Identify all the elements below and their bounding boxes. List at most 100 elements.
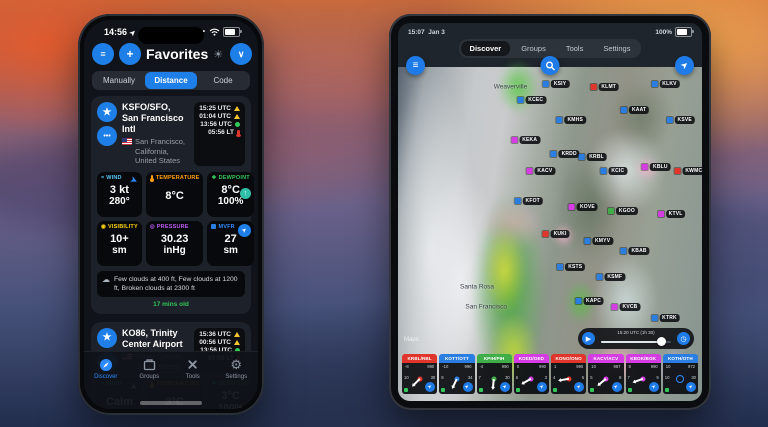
map-marker-KRBL[interactable]: KRBL bbox=[578, 153, 607, 162]
navigate-to-station-button[interactable]: ➤ bbox=[425, 382, 436, 392]
map-marker-KOVE[interactable]: KOVE bbox=[568, 203, 598, 212]
marker-label: KSIY bbox=[550, 79, 570, 88]
navigate-to-station-button[interactable]: ➤ bbox=[574, 382, 585, 392]
marker-label: KTRK bbox=[659, 313, 680, 322]
map-marker-KEKA[interactable]: KEKA bbox=[511, 136, 541, 145]
station-value-r: 30 bbox=[430, 375, 436, 380]
timeline-knob[interactable] bbox=[656, 337, 666, 346]
map-marker-KAPC[interactable]: KAPC bbox=[575, 296, 604, 305]
navigate-to-station-button[interactable]: ➤ bbox=[648, 382, 659, 392]
map-marker-KMHS[interactable]: KMHS bbox=[556, 116, 587, 125]
map-marker-KVCB[interactable]: KVCB bbox=[611, 303, 641, 312]
marker-label: KGOO bbox=[615, 206, 638, 215]
map-marker-KBLU[interactable]: KBLU bbox=[642, 163, 671, 172]
segment-distance[interactable]: Distance bbox=[145, 72, 197, 89]
map[interactable]: KSIY KLMT KLKV KCEC KMHS KAAT KSVE KEKA KRDD KRBL… bbox=[398, 60, 702, 401]
mvfr-square-icon bbox=[556, 117, 563, 124]
station-card-KOED[interactable]: KOED/OED 0 990 6 3 ➤ bbox=[513, 354, 549, 394]
map-marker-KSTS[interactable]: KSTS bbox=[557, 263, 586, 272]
segment-manually[interactable]: Manually bbox=[102, 76, 135, 85]
tab-discover[interactable]: Discover bbox=[88, 357, 124, 409]
wind-tile[interactable]: ≈ WIND ➤ 3 kt 280° bbox=[97, 171, 142, 217]
navigate-to-station-button[interactable]: ➤ bbox=[611, 382, 622, 392]
alert-icon bbox=[236, 129, 241, 137]
marker-layer: KSIY KLMT KLKV KCEC KMHS KAAT KSVE KEKA KRDD KRBL… bbox=[398, 67, 702, 401]
map-marker-KUKI[interactable]: KUKI bbox=[542, 230, 570, 238]
navigate-to-airport-button[interactable]: ➤ bbox=[237, 223, 251, 237]
map-marker-KTRK[interactable]: KTRK bbox=[651, 313, 680, 322]
timeline-track[interactable] bbox=[601, 341, 671, 343]
station-card-KACV[interactable]: KACV/ACV 10 987 5 8 ➤ bbox=[588, 354, 624, 394]
more-options-button[interactable]: ••• bbox=[97, 126, 117, 146]
time-value: 13:56 UTC bbox=[200, 121, 232, 128]
station-compass: -10 990 8 34 ➤ bbox=[439, 363, 475, 394]
map-marker-KSIY[interactable]: KSIY bbox=[542, 79, 570, 88]
mvfr-square-icon bbox=[620, 247, 627, 254]
search-button[interactable] bbox=[540, 56, 560, 75]
home-indicator[interactable] bbox=[140, 401, 202, 405]
marker-label: KLKV bbox=[659, 79, 680, 88]
visibility-icon: ◉ bbox=[101, 223, 106, 230]
map-marker-KWMC[interactable]: KWMC bbox=[674, 166, 702, 175]
tab-settings[interactable]: ⚙ Settings bbox=[225, 356, 248, 381]
clock-button[interactable]: ◷ bbox=[677, 332, 690, 345]
play-button[interactable]: ▶ bbox=[582, 332, 595, 345]
mvfr-square-icon bbox=[517, 97, 524, 104]
dewpoint-tile[interactable]: ❖ DEWPOINT ↑ 8°C 100% bbox=[207, 171, 254, 217]
phone-screen: 14:56 ➤ •••• ≡ + Favorites ☀ ∨ bbox=[84, 20, 258, 409]
tab-tools[interactable]: Tools bbox=[565, 44, 584, 53]
station-value-tl: -8 bbox=[405, 364, 409, 369]
battery-icon bbox=[675, 27, 694, 37]
gear-icon: ⚙ bbox=[230, 356, 243, 372]
map-marker-KMYV[interactable]: KMYV bbox=[584, 236, 614, 245]
tab-settings[interactable]: Settings bbox=[603, 44, 631, 53]
flight-category-tile[interactable]: MVFR ➤ 27 sm bbox=[207, 220, 254, 266]
phone-tab-bar: Discover Groups Tools ⚙ Settings bbox=[84, 351, 258, 409]
segment-code[interactable]: Code bbox=[213, 76, 233, 85]
tab-groups[interactable]: Groups bbox=[131, 357, 167, 409]
map-marker-KTVL[interactable]: KTVL bbox=[657, 209, 686, 218]
navigate-to-station-button[interactable]: ➤ bbox=[462, 382, 473, 392]
station-value-l: 5 bbox=[590, 375, 593, 380]
navigate-to-station-button[interactable]: ➤ bbox=[537, 382, 547, 392]
station-card-KOTT[interactable]: KOTT/OTT -10 990 8 34 ➤ bbox=[439, 354, 475, 394]
map-marker-KLKV[interactable]: KLKV bbox=[651, 79, 680, 88]
station-card-KPIH[interactable]: KPIH/PIH -4 990 7 30 ➤ bbox=[476, 354, 512, 394]
map-marker-KLMT[interactable]: KLMT bbox=[590, 83, 620, 92]
map-marker-KAAT[interactable]: KAAT bbox=[620, 106, 650, 115]
map-marker-KSVE[interactable]: KSVE bbox=[666, 116, 695, 125]
favorite-star-button[interactable]: ★ bbox=[97, 327, 117, 348]
locate-me-button[interactable]: ➤ bbox=[675, 56, 694, 75]
warning-icon bbox=[234, 331, 240, 337]
collapse-button[interactable]: ∨ bbox=[230, 43, 253, 65]
navigate-to-station-button[interactable]: ➤ bbox=[686, 382, 696, 392]
station-card-KBOK[interactable]: KBOK/BOK 8 990 7 9 ➤ bbox=[625, 354, 661, 394]
station-card-KONO[interactable]: KONO/ONO 1 990 4 5 ➤ bbox=[551, 354, 587, 394]
map-marker-KCEC[interactable]: KCEC bbox=[517, 96, 547, 105]
map-marker-KCIC[interactable]: KCIC bbox=[600, 166, 628, 175]
tab-groups[interactable]: Groups bbox=[521, 44, 546, 53]
list-menu-button[interactable]: ≡ bbox=[92, 43, 114, 65]
favorite-card-ksfo[interactable]: ★ ••• KSFO/SFO, San Francisco Intl San F… bbox=[91, 96, 254, 314]
tab-discover[interactable]: Discover bbox=[460, 41, 511, 56]
station-card-KRBL[interactable]: KRBL/RBL -8 990 10 30 ➤ bbox=[402, 354, 438, 394]
map-marker-KRDD[interactable]: KRDD bbox=[550, 149, 580, 158]
map-marker-KFOT[interactable]: KFOT bbox=[514, 196, 543, 205]
add-favorite-button[interactable]: + bbox=[119, 43, 141, 65]
favorite-star-button[interactable]: ★ bbox=[97, 102, 117, 122]
map-marker-KSMF[interactable]: KSMF bbox=[596, 273, 626, 282]
lifr-square-icon bbox=[568, 204, 575, 211]
tab-tools[interactable]: Tools bbox=[175, 357, 211, 409]
map-marker-KGOO[interactable]: KGOO bbox=[607, 206, 638, 215]
navigate-to-station-button[interactable]: ➤ bbox=[499, 382, 510, 392]
daylight-icon[interactable]: ☀ bbox=[213, 48, 224, 61]
map-marker-KBAB[interactable]: KBAB bbox=[620, 246, 650, 255]
temperature-tile[interactable]: TEMPERATURE 8°C bbox=[145, 171, 204, 217]
station-card-KOTH[interactable]: KOTH/OTH 10 972 10 30 ➤ bbox=[662, 354, 698, 394]
pressure-tile[interactable]: ◎ PRESSURE 30.23 inHg bbox=[145, 220, 204, 266]
wind-icon: ≈ bbox=[101, 174, 105, 181]
map-marker-KACV[interactable]: KACV bbox=[526, 166, 556, 175]
visibility-tile[interactable]: ◉ VISIBILITY 10+ sm bbox=[97, 220, 142, 266]
tablet-device: 15:07 Jan 3 100% Discover Groups Tools S… bbox=[389, 14, 711, 410]
layers-button[interactable]: ≡ bbox=[406, 56, 425, 75]
